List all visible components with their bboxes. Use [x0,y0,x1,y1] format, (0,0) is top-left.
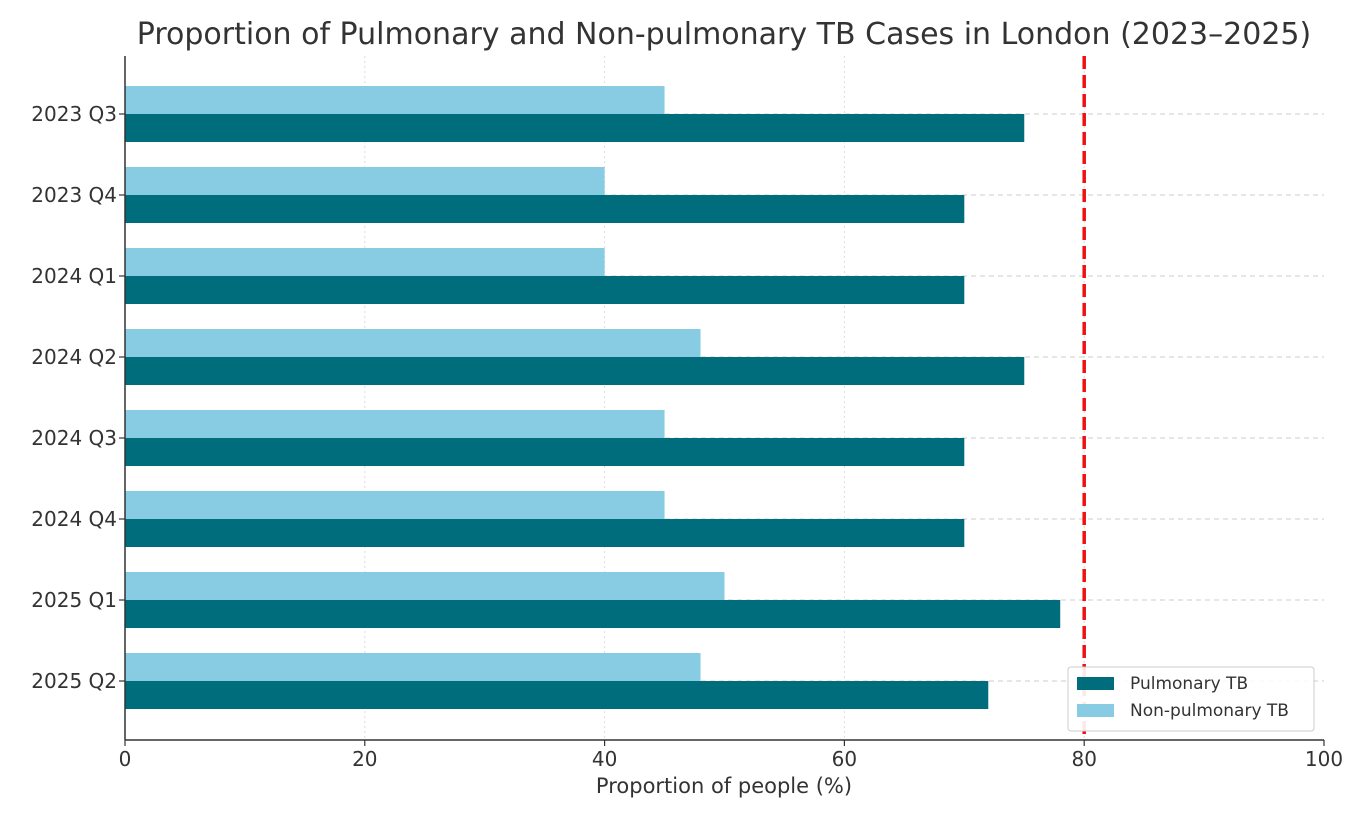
bar-pulmonary [125,195,965,223]
x-tick-label: 40 [592,747,617,771]
bar-pulmonary [125,681,989,709]
y-tick-label: 2024 Q2 [31,345,117,369]
y-tick-label: 2024 Q1 [31,264,117,288]
legend: Pulmonary TB Non-pulmonary TB [1067,666,1315,732]
x-tick-label: 0 [119,747,132,771]
bar-pulmonary [125,600,1061,628]
x-tick-label: 60 [832,747,857,771]
y-tick-label: 2025 Q1 [31,588,117,612]
grid [125,56,1324,740]
legend-swatch [1077,704,1114,717]
bar-pulmonary [125,519,965,547]
bar-non-pulmonary [125,329,701,357]
y-tick-label: 2023 Q3 [31,102,117,126]
bar-pulmonary [125,114,1025,142]
bar-pulmonary [125,438,965,466]
x-tick-label: 100 [1305,747,1343,771]
x-tick-label: 20 [352,747,377,771]
bar-non-pulmonary [125,491,665,519]
bar-pulmonary [125,357,1025,385]
bar-non-pulmonary [125,86,665,114]
y-tick-label: 2024 Q3 [31,426,117,450]
bar-non-pulmonary [125,410,665,438]
chart-title: Proportion of Pulmonary and Non-pulmonar… [137,17,1311,52]
bar-non-pulmonary [125,653,701,681]
x-axis-label: Proportion of people (%) [596,774,852,798]
tick-labels: 0 20 40 60 80 100 2023 Q3 2023 Q4 2024 Q1 2024 Q2… [31,102,1343,771]
y-tick-label: 2024 Q4 [31,507,117,531]
bars [125,86,1061,709]
legend-label: Non-pulmonary TB [1130,701,1289,721]
bar-non-pulmonary [125,248,605,276]
y-tick-label: 2025 Q2 [31,669,117,693]
axes [119,56,1325,746]
legend-swatch [1077,677,1114,690]
y-tick-label: 2023 Q4 [31,183,117,207]
legend-label: Pulmonary TB [1130,674,1248,694]
x-tick-label: 80 [1071,747,1096,771]
bar-pulmonary [125,276,965,304]
legend-box [1067,666,1315,732]
bar-non-pulmonary [125,167,605,195]
bar-non-pulmonary [125,572,725,600]
